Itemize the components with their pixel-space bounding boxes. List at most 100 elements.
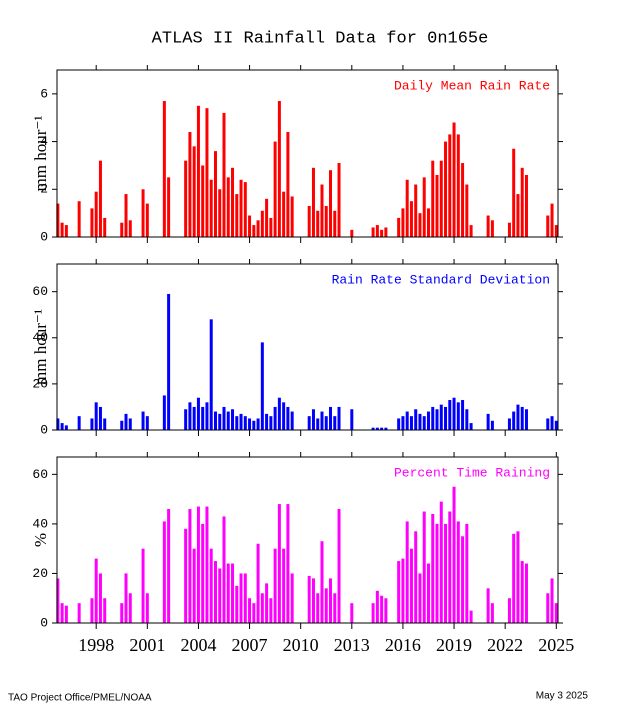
bar — [520, 167, 524, 237]
bar — [520, 406, 524, 430]
bar — [248, 418, 252, 430]
bar — [248, 598, 252, 623]
bar — [201, 406, 205, 430]
bar — [422, 511, 426, 623]
bar — [64, 225, 68, 237]
bar — [226, 177, 230, 237]
bar — [380, 229, 384, 237]
bar — [409, 201, 413, 237]
bar — [546, 593, 550, 623]
bar — [384, 427, 388, 430]
bar — [405, 179, 409, 237]
bar — [218, 568, 222, 623]
bar — [277, 504, 281, 623]
bar — [333, 210, 337, 237]
bar — [329, 406, 333, 430]
bar — [60, 423, 64, 430]
x-tick-label: 2016 — [385, 635, 421, 655]
bar — [311, 167, 315, 237]
bar — [188, 402, 192, 430]
bar — [507, 598, 511, 623]
bar — [524, 174, 528, 237]
bar — [512, 411, 516, 430]
bar — [286, 504, 290, 623]
bar — [311, 409, 315, 430]
bar — [120, 420, 124, 430]
bar — [124, 413, 128, 430]
plot-frame — [56, 456, 559, 624]
bar — [209, 548, 213, 623]
bar — [320, 541, 324, 623]
bar — [120, 222, 124, 237]
bar — [418, 413, 422, 430]
bar — [226, 411, 230, 430]
bar — [414, 531, 418, 623]
bar — [371, 603, 375, 623]
bar — [128, 418, 132, 430]
bar — [401, 208, 405, 237]
bar — [465, 523, 469, 623]
bar — [77, 201, 81, 237]
bar — [486, 215, 490, 237]
bar — [103, 598, 107, 623]
bar — [384, 227, 388, 237]
bar — [235, 585, 239, 623]
bar — [469, 225, 473, 237]
y-tick-label: 0 — [40, 422, 48, 437]
bar — [414, 409, 418, 430]
bar — [252, 603, 256, 623]
bar — [371, 427, 375, 430]
bar — [248, 215, 252, 237]
bar — [213, 561, 217, 623]
bar — [286, 132, 290, 237]
bar — [128, 220, 132, 237]
bar — [243, 573, 247, 623]
bar — [337, 509, 341, 623]
x-tick-label: 2010 — [283, 635, 319, 655]
bar — [452, 397, 456, 430]
bar — [235, 416, 239, 430]
bar — [192, 406, 196, 430]
bar — [405, 521, 409, 623]
bar — [512, 533, 516, 623]
bar — [98, 573, 102, 623]
bar — [90, 208, 94, 237]
bar — [162, 101, 166, 237]
bar — [324, 588, 328, 623]
bar — [401, 558, 405, 623]
bar — [184, 409, 188, 430]
footer-left: TAO Project Office/PMEL/NOAA — [8, 693, 152, 704]
bar — [405, 411, 409, 430]
bar — [350, 229, 354, 237]
bar — [222, 112, 226, 237]
bar — [265, 198, 269, 237]
bar — [384, 598, 388, 623]
bar — [409, 416, 413, 430]
series-label: Percent Time Raining — [394, 465, 550, 480]
bar — [320, 411, 324, 430]
bar — [90, 598, 94, 623]
bar — [465, 184, 469, 237]
bar — [235, 194, 239, 237]
y-tick-label: 20 — [32, 566, 48, 581]
bar — [60, 222, 64, 237]
bar — [94, 558, 98, 623]
bar — [184, 528, 188, 623]
bar — [431, 406, 435, 430]
bar — [486, 588, 490, 623]
bar — [98, 160, 102, 237]
bar — [380, 595, 384, 623]
bar — [554, 420, 558, 430]
bar — [196, 105, 200, 238]
bar — [337, 406, 341, 430]
bar — [94, 191, 98, 237]
bar — [435, 174, 439, 237]
bar — [77, 603, 81, 623]
bar — [256, 543, 260, 623]
bar — [546, 215, 550, 237]
bar — [90, 418, 94, 430]
bar — [337, 163, 341, 237]
bar — [456, 521, 460, 623]
y-tick-label: 2 — [40, 182, 48, 197]
x-tick-label: 2025 — [538, 635, 574, 655]
